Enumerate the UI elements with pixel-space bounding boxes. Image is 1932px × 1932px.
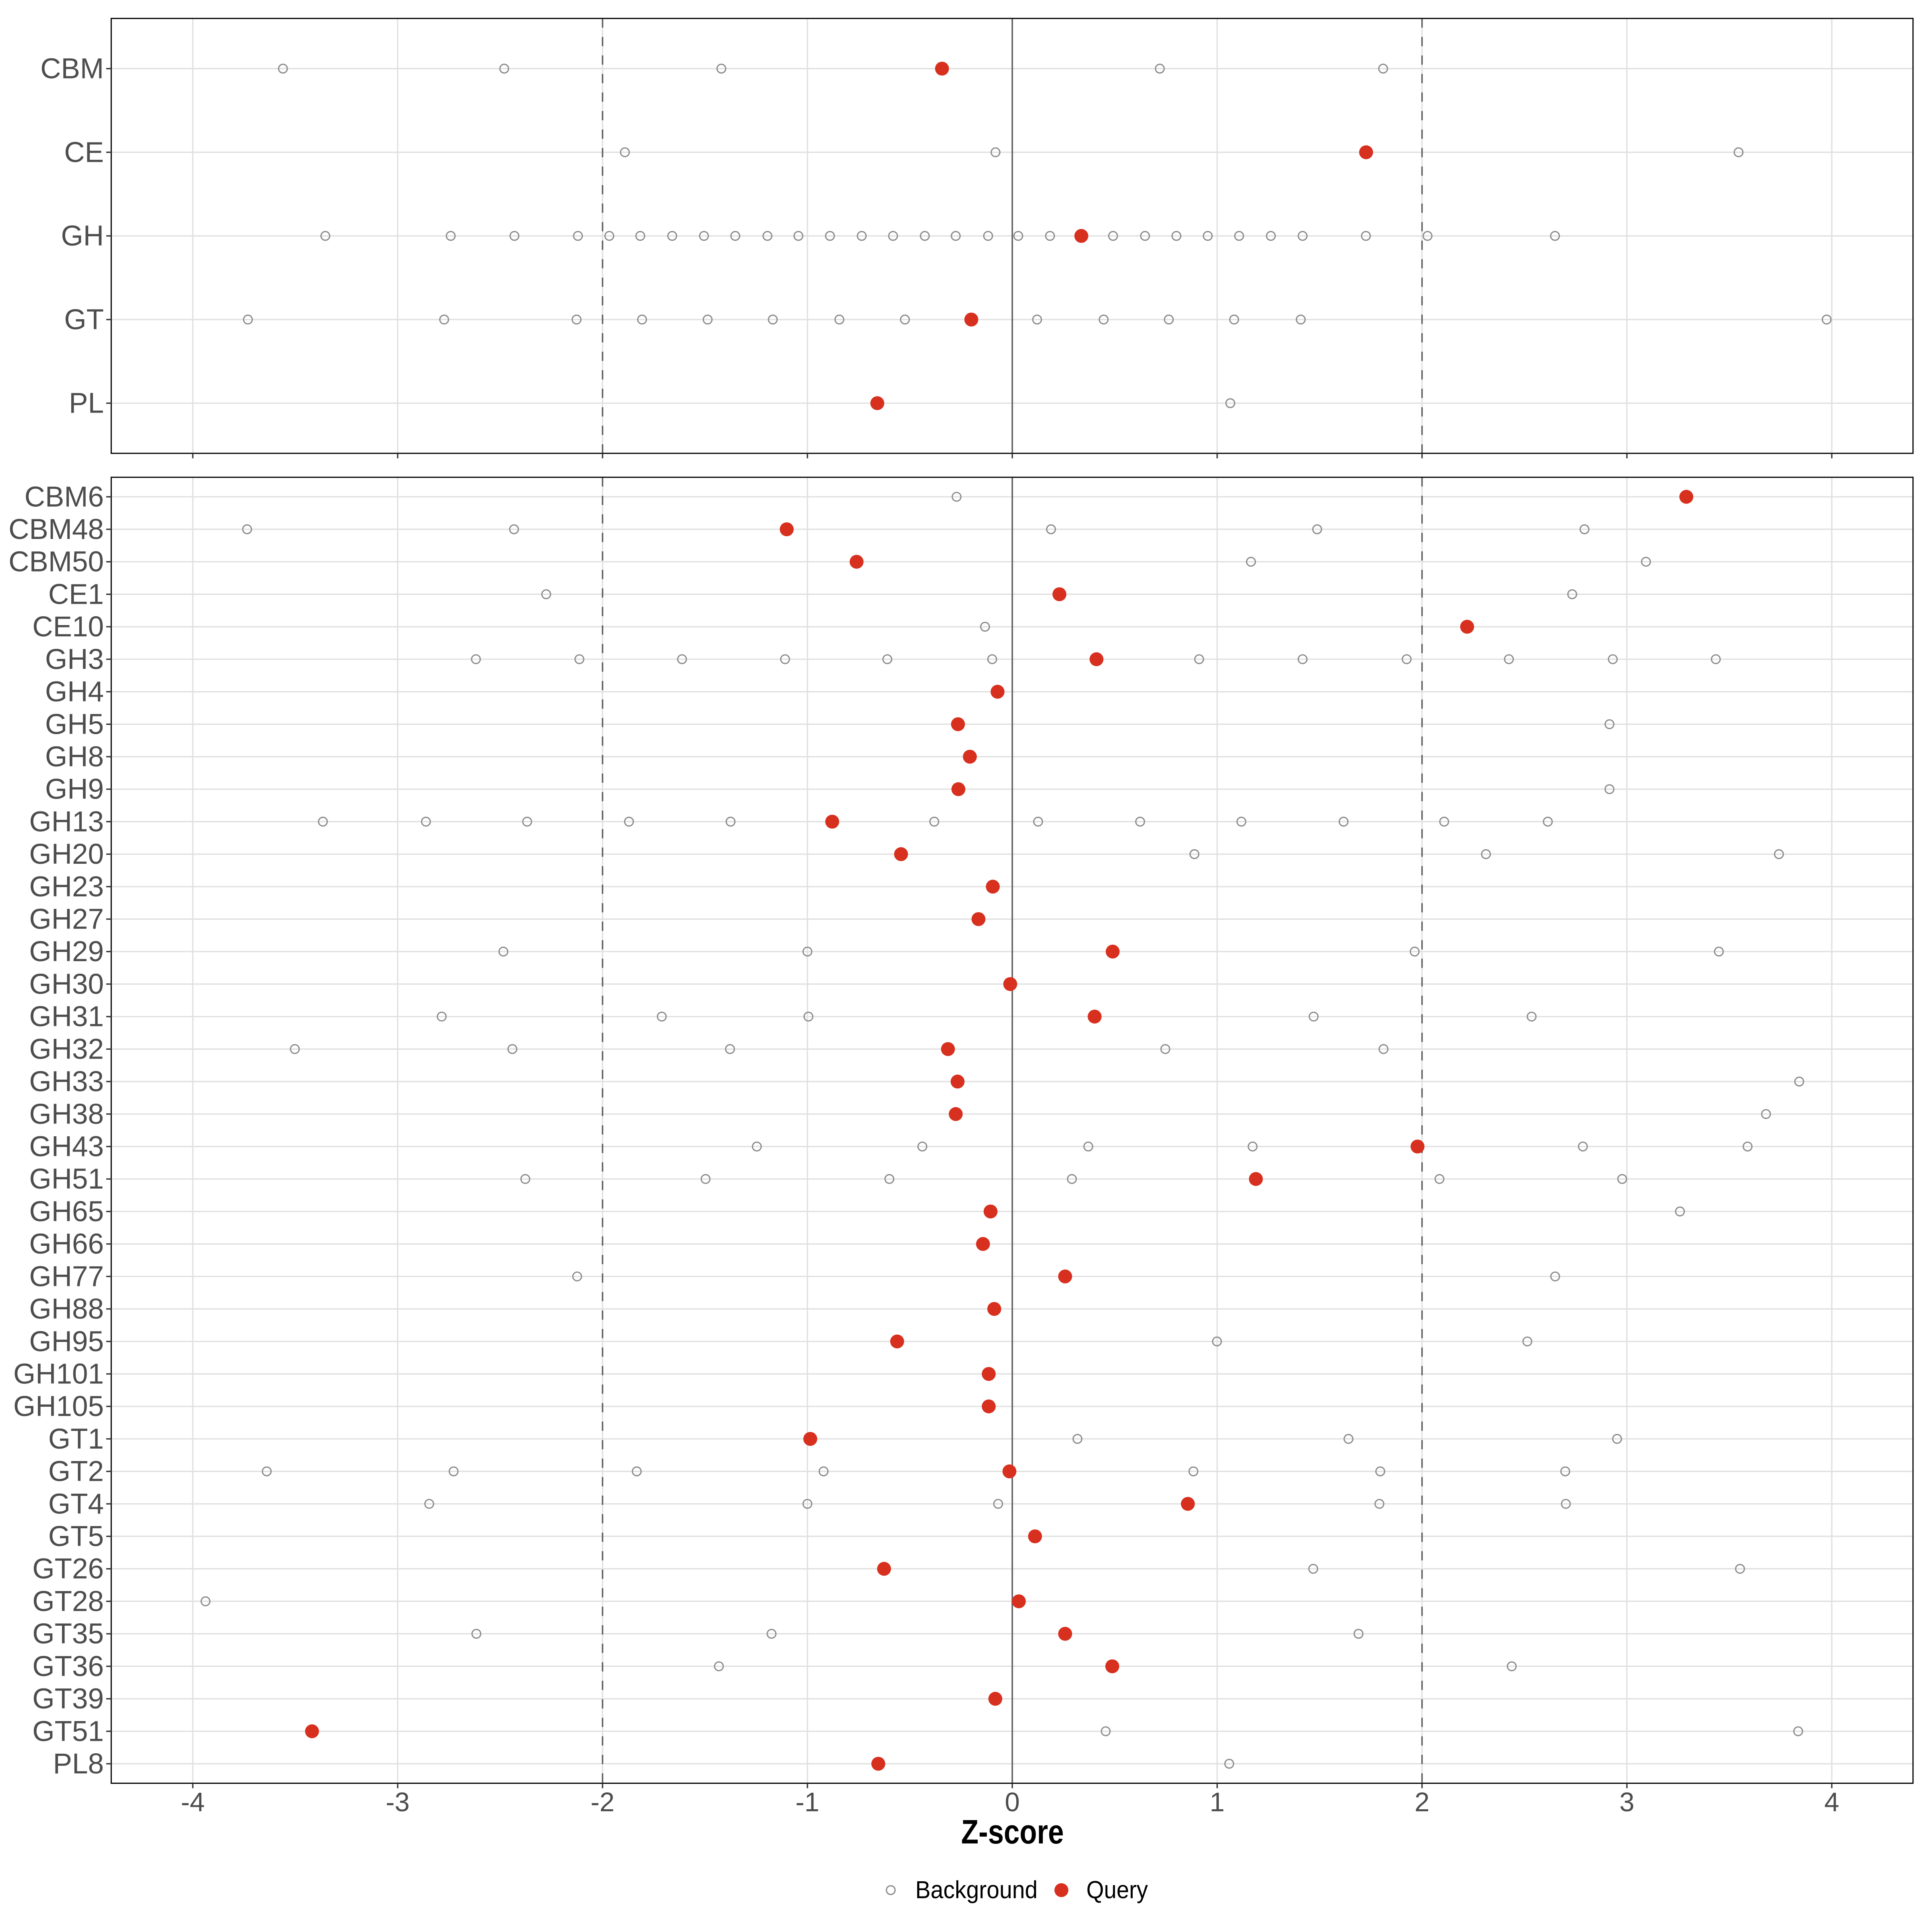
svg-text:CE: CE — [64, 136, 104, 168]
svg-text:GT36: GT36 — [32, 1651, 104, 1682]
svg-text:GH: GH — [61, 220, 104, 252]
svg-text:GT28: GT28 — [32, 1585, 104, 1617]
svg-text:GT2: GT2 — [48, 1456, 104, 1488]
svg-text:4: 4 — [1824, 1787, 1839, 1817]
svg-text:GT35: GT35 — [32, 1618, 104, 1650]
svg-text:GH5: GH5 — [45, 708, 104, 740]
svg-text:1: 1 — [1210, 1787, 1224, 1817]
svg-text:Query: Query — [1086, 1876, 1148, 1903]
svg-text:CE1: CE1 — [48, 578, 104, 610]
svg-text:GH38: GH38 — [29, 1098, 104, 1130]
svg-text:GH51: GH51 — [29, 1163, 104, 1195]
svg-text:-2: -2 — [590, 1787, 615, 1817]
svg-text:GH33: GH33 — [29, 1066, 104, 1098]
svg-text:0: 0 — [1005, 1787, 1020, 1817]
svg-text:CBM: CBM — [40, 53, 104, 85]
svg-text:GH9: GH9 — [45, 774, 104, 805]
svg-text:Z-score: Z-score — [961, 1813, 1064, 1851]
svg-text:GT5: GT5 — [48, 1521, 104, 1552]
svg-text:CBM50: CBM50 — [8, 546, 104, 578]
svg-text:GH66: GH66 — [29, 1228, 104, 1260]
svg-text:GH27: GH27 — [29, 904, 104, 935]
svg-text:GH101: GH101 — [13, 1358, 104, 1390]
svg-text:GH3: GH3 — [45, 644, 104, 675]
svg-text:2: 2 — [1414, 1787, 1429, 1817]
svg-text:Background: Background — [915, 1876, 1038, 1903]
svg-text:-1: -1 — [795, 1787, 819, 1817]
svg-text:GH30: GH30 — [29, 968, 104, 1000]
svg-text:-4: -4 — [181, 1787, 205, 1817]
svg-text:CBM6: CBM6 — [25, 481, 104, 513]
svg-text:GH43: GH43 — [29, 1131, 104, 1163]
svg-text:GH65: GH65 — [29, 1196, 104, 1228]
svg-text:GH105: GH105 — [13, 1391, 104, 1422]
svg-text:3: 3 — [1619, 1787, 1634, 1817]
svg-text:PL8: PL8 — [53, 1748, 104, 1780]
svg-text:GH32: GH32 — [29, 1033, 104, 1065]
svg-text:GT39: GT39 — [32, 1683, 104, 1715]
svg-text:GT4: GT4 — [48, 1488, 104, 1520]
svg-text:GH13: GH13 — [29, 806, 104, 838]
svg-text:GH4: GH4 — [45, 676, 104, 708]
svg-text:CBM48: CBM48 — [8, 514, 104, 545]
svg-text:GT: GT — [64, 304, 104, 336]
svg-text:GH8: GH8 — [45, 741, 104, 773]
svg-text:GT51: GT51 — [32, 1715, 104, 1747]
svg-text:GH29: GH29 — [29, 936, 104, 968]
svg-text:GH23: GH23 — [29, 871, 104, 903]
svg-text:CE10: CE10 — [32, 611, 104, 643]
svg-text:GH88: GH88 — [29, 1293, 104, 1325]
svg-text:GT26: GT26 — [32, 1553, 104, 1585]
svg-text:GT1: GT1 — [48, 1423, 104, 1455]
svg-text:-3: -3 — [386, 1787, 410, 1817]
svg-text:GH95: GH95 — [29, 1326, 104, 1358]
svg-text:GH20: GH20 — [29, 838, 104, 870]
svg-text:GH77: GH77 — [29, 1261, 104, 1292]
svg-text:PL: PL — [69, 388, 104, 419]
svg-text:GH31: GH31 — [29, 1001, 104, 1033]
